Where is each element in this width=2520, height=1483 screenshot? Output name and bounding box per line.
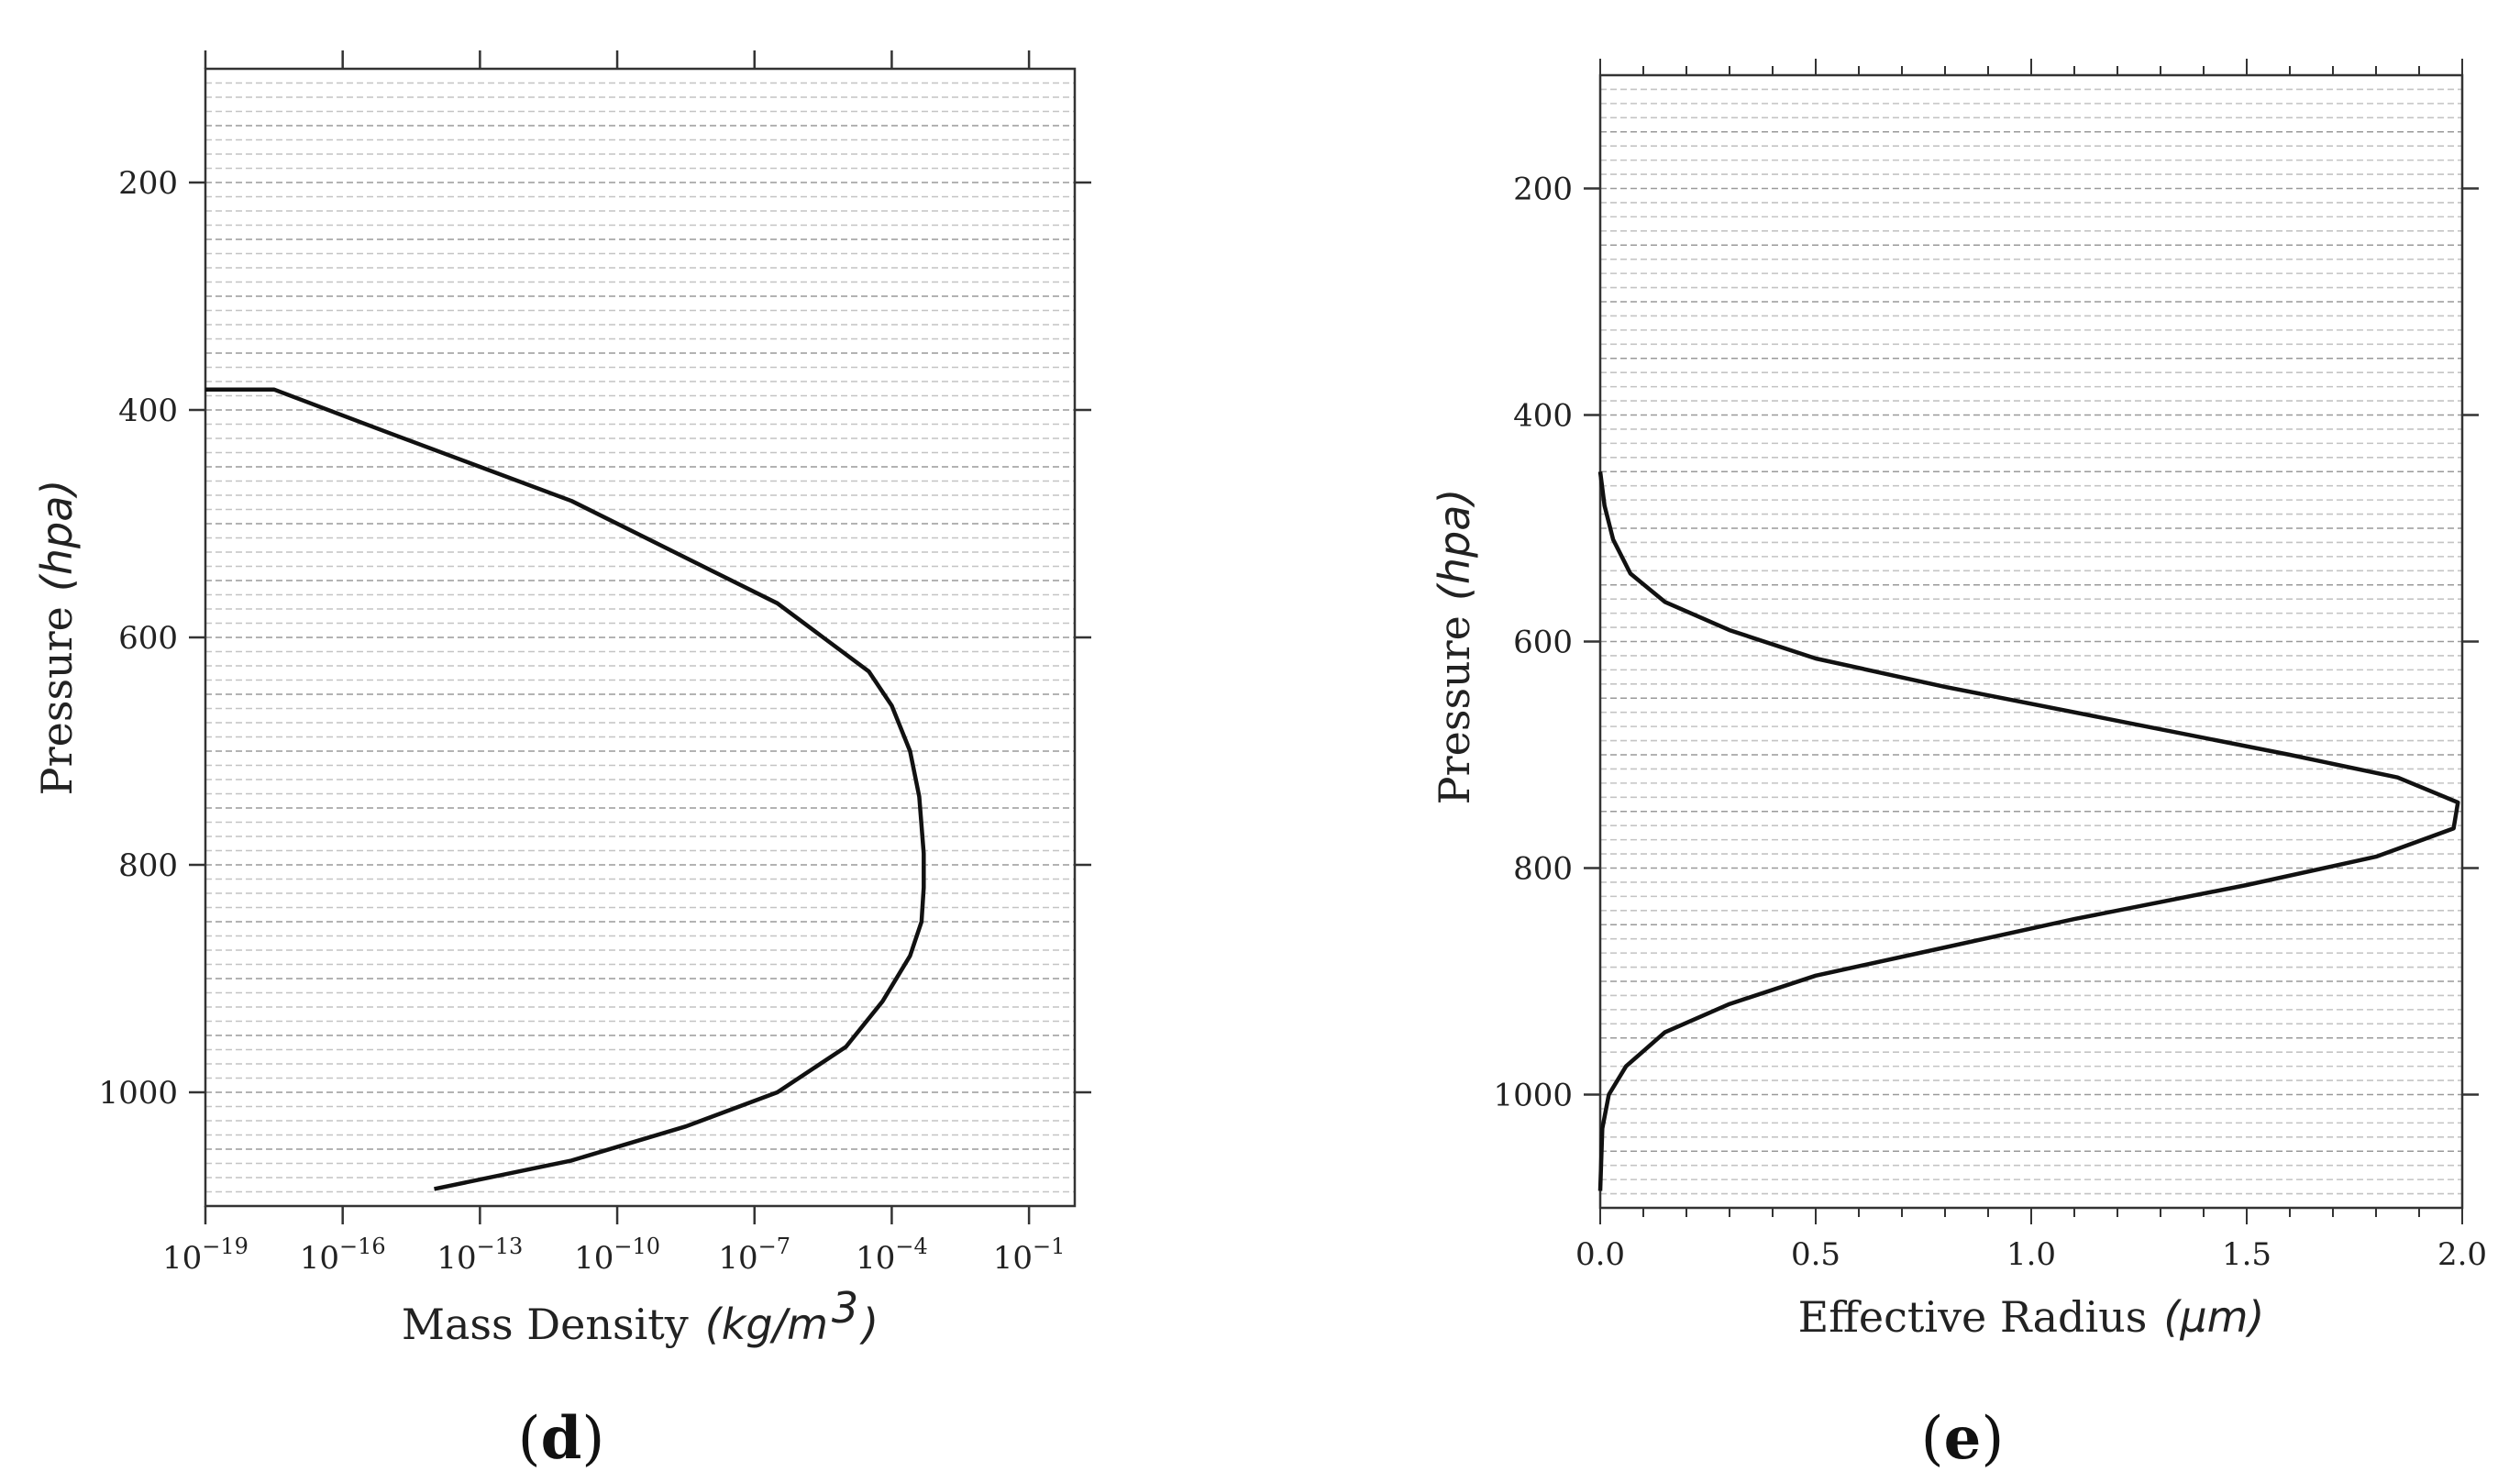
panel-d-y-ticks: 200 400 600 800 1000	[98, 165, 1091, 1112]
panel-e-y-axis-title: Pressure (hpa)	[1430, 489, 1479, 805]
panel-e-xlabel-main: Effective Radius	[1798, 1292, 2148, 1342]
panel-e-x-tick-label: 2.0	[2437, 1236, 2487, 1273]
panel-d-y-tick-label: 1000	[98, 1075, 178, 1112]
panel-d-label-open: (	[518, 1405, 541, 1473]
panel-d-series-line	[205, 387, 926, 1191]
panel-d-y-axis-title: Pressure (hpa)	[32, 480, 82, 796]
panel-d-xlabel-units: (kg/m	[705, 1300, 828, 1349]
panel-d-ylabel-main: Pressure	[32, 606, 82, 795]
panel-e-x-tick-label: 1.0	[2006, 1236, 2056, 1273]
panel-e-y-ticks: 200 400 600 800 1000	[1493, 172, 2479, 1114]
panel-e-ylabel-units: (hpa)	[1430, 489, 1479, 601]
panel-d-x-ticks: 10−19 10−16 10−13 10−10 10−7 10−4 10−1	[162, 50, 1065, 1277]
panel-d-x-axis-title: Mass Density (kg/m 3 )	[402, 1283, 879, 1349]
panel-e-y-tick-label: 400	[1513, 398, 1573, 435]
panel-d-grid	[205, 68, 1075, 1207]
panel-e-y-tick-label: 1000	[1493, 1078, 1573, 1114]
panel-d-x-tick-label: 10−1	[993, 1234, 1066, 1277]
panel-e-ylabel-main: Pressure	[1430, 615, 1479, 804]
panel-d-x-tick-label: 10−7	[718, 1234, 790, 1277]
panel-d-y-tick-label: 600	[118, 620, 178, 657]
panel-d-chart: 10−19 10−16 10−13 10−10 10−7 10−4 10−1 200 400 6…	[32, 50, 1091, 1473]
panel-d-y-tick-label: 400	[118, 393, 178, 429]
panel-d-label: (d)	[518, 1404, 605, 1473]
panel-d-xlabel-units-close: )	[859, 1300, 879, 1349]
panel-e-x-tick-label: 0.0	[1575, 1236, 1625, 1273]
panel-e-label: (e)	[1921, 1404, 2005, 1473]
panel-e-y-tick-label: 600	[1513, 625, 1573, 661]
panel-d-x-tick-label: 10−4	[856, 1234, 928, 1277]
panel-e-chart: 0.0 0.5 1.0 1.5 2.0 200 400 600 800 1000 Effecti…	[1430, 59, 2487, 1473]
panel-d-xlabel-units-sup: 3	[832, 1283, 858, 1333]
panel-e-grid	[1600, 74, 2462, 1209]
panel-d-label-close: )	[581, 1405, 604, 1473]
panel-d-xlabel-main: Mass Density	[402, 1300, 689, 1349]
panel-e-label-close: )	[1981, 1405, 2004, 1473]
panel-e-label-letter: e	[1944, 1404, 1982, 1473]
panel-d-ylabel-units: (hpa)	[32, 480, 82, 592]
panel-e-x-axis-title: Effective Radius (μm)	[1798, 1292, 2265, 1342]
panel-d-y-tick-label: 200	[118, 165, 178, 202]
panel-e-y-tick-label: 800	[1513, 851, 1573, 888]
panel-d-x-tick-label: 10−19	[162, 1234, 249, 1277]
panel-d-x-tick-label: 10−16	[300, 1234, 386, 1277]
panel-e-series-line	[1597, 471, 2460, 1191]
panel-e-x-ticks: 0.0 0.5 1.0 1.5 2.0	[1575, 59, 2487, 1273]
panel-d-y-tick-label: 800	[118, 847, 178, 884]
panel-d-x-tick-label: 10−10	[574, 1234, 660, 1277]
panel-d-x-tick-label: 10−13	[437, 1234, 523, 1277]
panel-d-label-letter: d	[541, 1404, 582, 1473]
panel-e-x-tick-label: 0.5	[1791, 1236, 1840, 1273]
panel-e-y-tick-label: 200	[1513, 172, 1573, 208]
panel-e-label-open: (	[1921, 1405, 1944, 1473]
panel-e-xlabel-units: (μm)	[2163, 1292, 2264, 1342]
panel-e-x-tick-label: 1.5	[2222, 1236, 2271, 1273]
